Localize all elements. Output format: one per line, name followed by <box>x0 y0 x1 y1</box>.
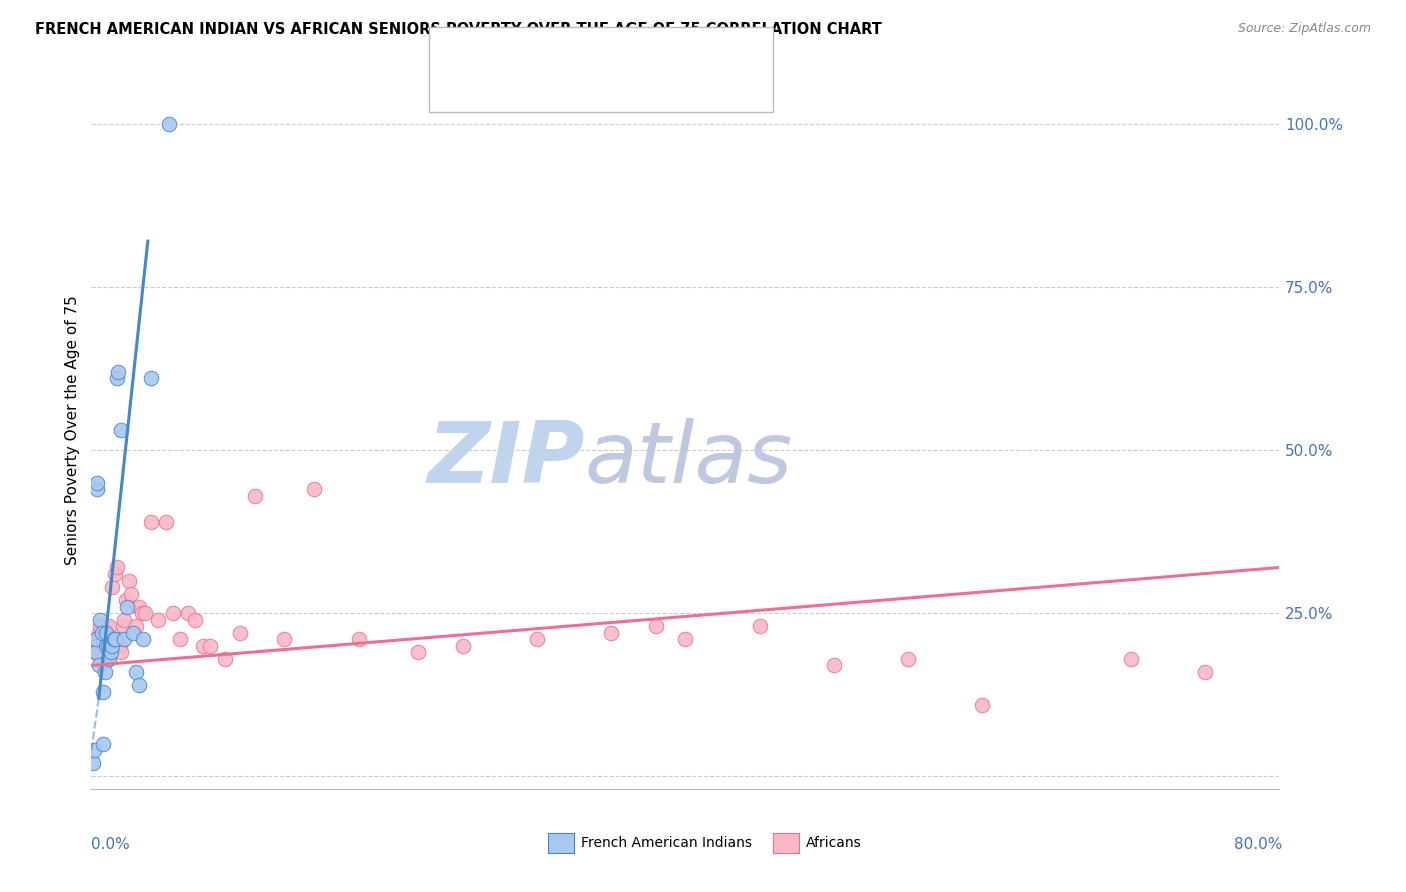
Point <box>103 632 125 647</box>
Text: Africans: Africans <box>806 836 862 850</box>
Point <box>125 619 148 633</box>
Point <box>110 645 132 659</box>
Point <box>125 665 148 679</box>
Point <box>111 619 134 633</box>
Point <box>972 698 994 712</box>
Point <box>302 482 325 496</box>
Point <box>105 560 128 574</box>
Text: ZIP: ZIP <box>427 417 585 500</box>
Point <box>128 678 150 692</box>
Point <box>90 625 112 640</box>
Point <box>107 365 129 379</box>
Point <box>115 599 138 614</box>
Text: R = 0.748   N =  31: R = 0.748 N = 31 <box>482 40 658 58</box>
Point <box>526 632 548 647</box>
Point <box>214 652 236 666</box>
Point <box>89 613 111 627</box>
Point <box>101 639 124 653</box>
Point <box>169 632 191 647</box>
Point <box>96 639 118 653</box>
Point <box>110 424 132 438</box>
Point <box>131 606 153 620</box>
Point <box>84 632 107 647</box>
Point <box>84 632 107 647</box>
Point <box>139 515 162 529</box>
Point <box>122 625 145 640</box>
Point <box>101 580 124 594</box>
Point <box>347 632 370 647</box>
Point <box>112 613 135 627</box>
Point <box>107 632 129 647</box>
Point <box>108 639 131 653</box>
Point <box>100 645 122 659</box>
Point <box>897 652 920 666</box>
Text: Source: ZipAtlas.com: Source: ZipAtlas.com <box>1237 22 1371 36</box>
Point <box>644 619 666 633</box>
Point <box>86 639 108 653</box>
Point <box>155 515 177 529</box>
Point <box>97 652 120 666</box>
Text: FRENCH AMERICAN INDIAN VS AFRICAN SENIORS POVERTY OVER THE AGE OF 75 CORRELATION: FRENCH AMERICAN INDIAN VS AFRICAN SENIOR… <box>35 22 882 37</box>
Point <box>148 613 170 627</box>
Point <box>89 619 111 633</box>
Point <box>1119 652 1142 666</box>
Point <box>157 117 180 131</box>
Point <box>200 639 222 653</box>
Point <box>83 645 105 659</box>
Point <box>86 482 108 496</box>
Point <box>87 658 110 673</box>
Point <box>117 574 139 588</box>
Point <box>104 567 127 582</box>
Point <box>105 371 128 385</box>
Point <box>134 606 156 620</box>
Point <box>162 606 184 620</box>
Point <box>86 475 108 490</box>
Text: 80.0%: 80.0% <box>1234 837 1282 852</box>
Y-axis label: Seniors Poverty Over the Age of 75: Seniors Poverty Over the Age of 75 <box>65 295 80 566</box>
Point <box>273 632 295 647</box>
Point <box>139 371 162 385</box>
Point <box>823 658 845 673</box>
Point <box>1194 665 1216 679</box>
Point <box>191 639 214 653</box>
Point <box>94 665 117 679</box>
Point <box>114 593 136 607</box>
Point <box>84 645 107 659</box>
Point <box>91 737 114 751</box>
Point <box>748 619 770 633</box>
Point <box>82 756 104 771</box>
Text: French American Indians: French American Indians <box>581 836 752 850</box>
Point <box>184 613 207 627</box>
Point <box>103 632 125 647</box>
Point <box>87 625 110 640</box>
Point <box>98 652 121 666</box>
Point <box>243 489 266 503</box>
Point <box>94 619 117 633</box>
Point <box>121 586 143 600</box>
Point <box>97 639 120 653</box>
Point <box>83 743 105 757</box>
Point <box>451 639 474 653</box>
Point <box>91 684 114 698</box>
Point <box>91 632 114 647</box>
Point <box>406 645 429 659</box>
Text: R =  0.171   N = 55: R = 0.171 N = 55 <box>482 80 658 98</box>
Point <box>600 625 623 640</box>
Point <box>112 632 135 647</box>
Point <box>673 632 696 647</box>
Point <box>98 619 121 633</box>
Text: atlas: atlas <box>585 417 793 500</box>
Point <box>177 606 200 620</box>
Point <box>229 625 252 640</box>
Point <box>132 632 155 647</box>
Point <box>96 625 118 640</box>
Point <box>104 632 127 647</box>
Point <box>100 645 122 659</box>
Point <box>90 652 112 666</box>
Point <box>96 639 118 653</box>
Text: 0.0%: 0.0% <box>91 837 131 852</box>
Point <box>128 599 150 614</box>
